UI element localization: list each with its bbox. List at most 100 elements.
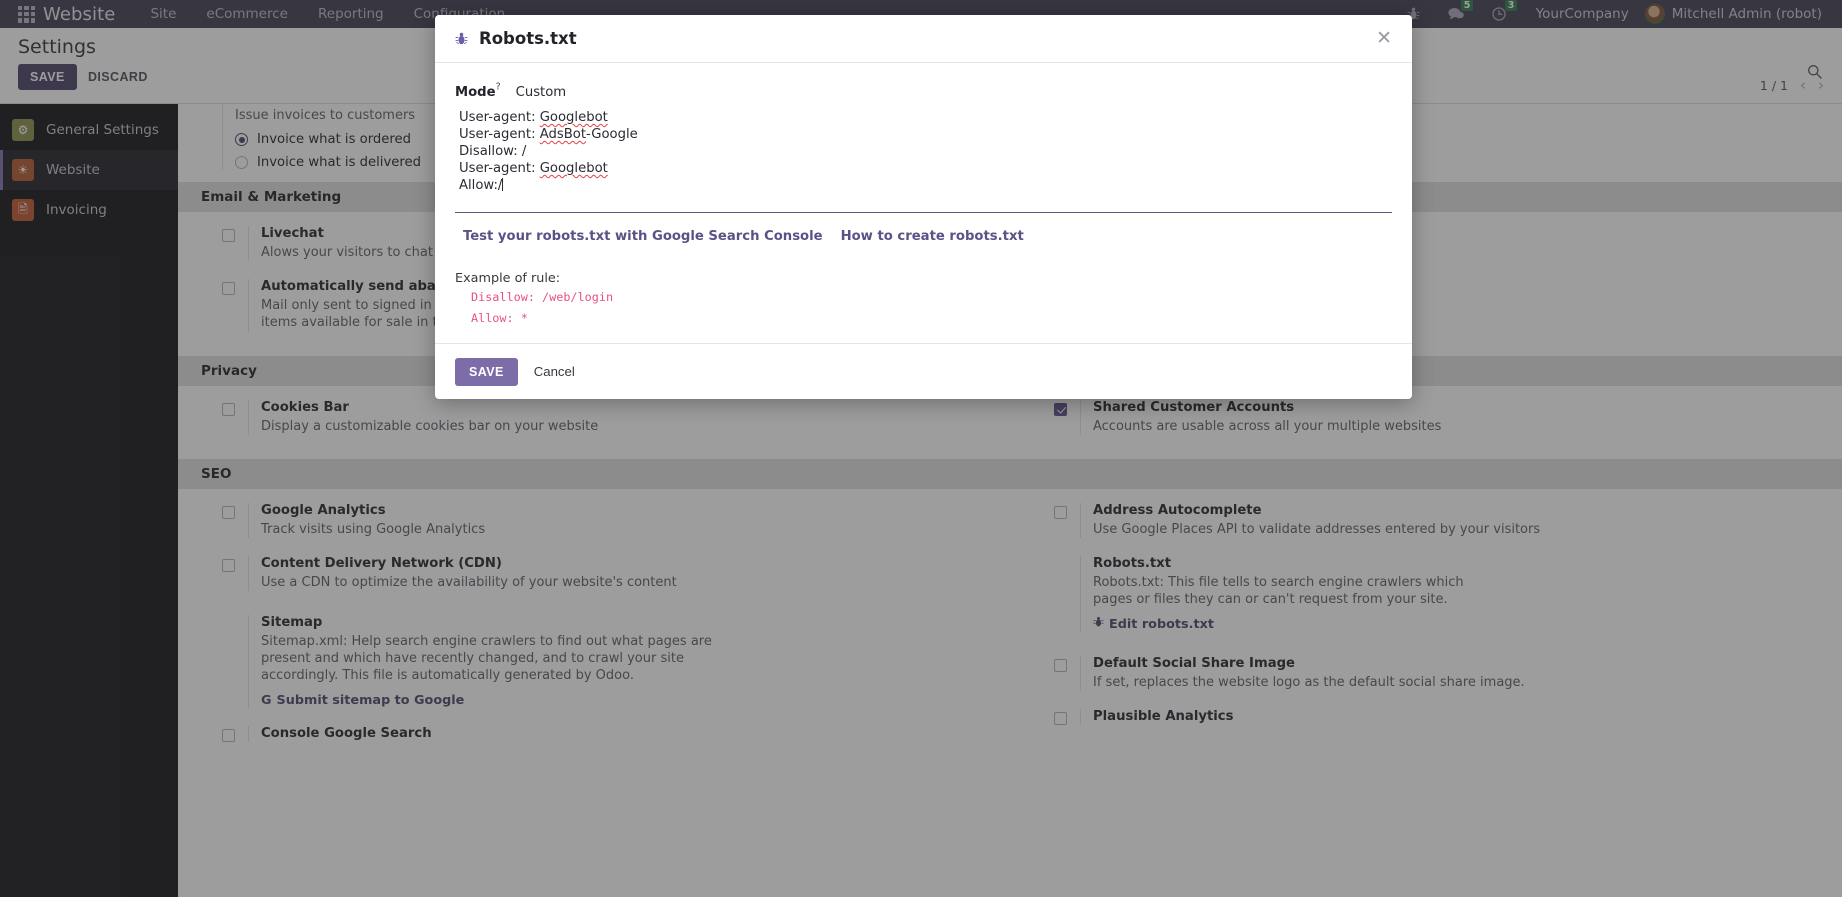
setting-desc: Sitemap.xml: Help search engine crawlers… (261, 634, 712, 684)
test-robots-txt-link[interactable]: Test your robots.txt with Google Search … (463, 229, 823, 244)
edit-robots-txt-link[interactable]: Edit robots.txt (1093, 616, 1214, 632)
example-code-line: Disallow: /web/login (471, 290, 614, 304)
checkbox-cookies-bar[interactable] (222, 402, 235, 416)
textarea-line: User-agent: Googlebot (459, 110, 608, 125)
checkbox-abandoned-checkout[interactable] (222, 282, 235, 296)
company-selector[interactable]: YourCompany (1535, 6, 1629, 22)
setting-desc: Use a CDN to optimize the availability o… (261, 574, 677, 590)
checkbox-livechat[interactable] (222, 229, 235, 243)
textarea-line: User-agent: AdsBot-Google (459, 127, 638, 142)
robots-txt-textarea[interactable]: User-agent: Googlebot User-agent: AdsBot… (455, 109, 1392, 213)
discard-button[interactable]: DISCARD (78, 64, 158, 90)
radio-invoice-ordered[interactable]: Invoice what is ordered (235, 132, 421, 147)
setting-livechat[interactable]: Livechat Alows your visitors to chat wit… (178, 226, 1010, 279)
checkbox-google-analytics[interactable] (222, 505, 235, 519)
robots-txt-dialog: Robots.txt ✕ Mode? Custom User-agent: Go… (435, 15, 1412, 400)
dialog-save-button[interactable]: SAVE (455, 357, 518, 386)
setting-title: Sitemap (261, 615, 323, 631)
helper-links: Test your robots.txt with Google Search … (455, 229, 1392, 244)
mode-value[interactable]: Custom (515, 85, 567, 100)
globe-icon: ☀ (12, 159, 34, 181)
pager-count: 1 / 1 (1759, 78, 1788, 93)
settings-sidebar: ⚙ General Settings ☀ Website 🖹 Invoicing (0, 104, 178, 897)
how-to-create-robots-txt-link[interactable]: How to create robots.txt (840, 229, 1024, 244)
nav-menu-ecommerce[interactable]: eCommerce (206, 6, 288, 22)
link-label: Submit sitemap to Google (276, 692, 465, 708)
chevron-left-icon[interactable]: ‹ (1800, 76, 1806, 94)
clock-icon[interactable]: 3 (1492, 0, 1518, 28)
page-title: Settings (18, 36, 96, 58)
setting-title: Default Social Share Image (1093, 656, 1295, 672)
setting-desc: Display a customizable cookies bar on yo… (261, 418, 599, 434)
setting-cookies-bar[interactable]: Cookies Bar Display a customizable cooki… (178, 399, 1010, 453)
textarea-line: Disallow: / (459, 144, 527, 159)
setting-google-analytics[interactable]: Google Analytics Track visits using Goog… (178, 502, 1010, 556)
setting-title: Cookies Bar (261, 399, 349, 415)
bug-icon (455, 32, 468, 46)
apps-grid-icon[interactable] (18, 5, 35, 23)
setting-title: Plausible Analytics (1093, 709, 1234, 725)
chevron-right-icon[interactable]: › (1818, 76, 1824, 94)
setting-title: Robots.txt (1093, 555, 1171, 571)
avatar[interactable] (1644, 4, 1665, 24)
sidebar-item-invoicing[interactable]: 🖹 Invoicing (0, 190, 178, 230)
dialog-footer: SAVE Cancel (435, 343, 1412, 399)
invoice-icon: 🖹 (12, 199, 34, 221)
checkbox-default-social-share-image[interactable] (1054, 659, 1067, 673)
checkbox-cdn[interactable] (222, 558, 235, 572)
dialog-cancel-button[interactable]: Cancel (524, 357, 585, 386)
user-menu[interactable]: Mitchell Admin (robot) (1671, 6, 1822, 22)
setting-cdn[interactable]: Content Delivery Network (CDN) Use a CDN… (178, 555, 1010, 609)
google-g-icon: G (261, 692, 272, 708)
setting-address-autocomplete[interactable]: Address Autocomplete Use Google Places A… (1010, 502, 1842, 556)
setting-shared-customer-accounts[interactable]: Shared Customer Accounts Accounts are us… (1010, 399, 1842, 453)
section-header-seo: SEO (178, 458, 1842, 489)
mode-label-group: Mode? (455, 81, 501, 100)
setting-desc: If set, replaces the website logo as the… (1093, 675, 1525, 691)
setting-sitemap: Sitemap Sitemap.xml: Help search engine … (178, 609, 1010, 725)
setting-title: Google Analytics (261, 502, 386, 518)
nav-menu-site[interactable]: Site (150, 6, 177, 22)
setting-desc: Accounts are usable across all your mult… (1093, 418, 1442, 434)
sidebar-item-label: Website (46, 162, 100, 178)
gear-icon: ⚙ (12, 119, 34, 141)
dialog-header: Robots.txt ✕ (435, 15, 1412, 63)
setting-console-google-search[interactable]: Console Google Search (178, 725, 1010, 760)
sidebar-item-website[interactable]: ☀ Website (0, 150, 178, 190)
close-icon[interactable]: ✕ (1376, 27, 1392, 49)
setting-desc: Track visits using Google Analytics (261, 521, 486, 537)
textarea-line: Allow:/ (459, 178, 504, 193)
bug-icon (1093, 616, 1104, 632)
brand-website[interactable]: Website (43, 3, 116, 25)
activities-badge: 3 (1504, 0, 1518, 11)
setting-default-social-share-image[interactable]: Default Social Share Image If set, repla… (1010, 650, 1842, 709)
search-icon[interactable] (1807, 64, 1822, 83)
checkbox-address-autocomplete[interactable] (1054, 505, 1067, 519)
submit-sitemap-to-google-link[interactable]: G Submit sitemap to Google (261, 693, 464, 708)
radio-icon[interactable] (235, 133, 248, 147)
radio-label: Invoice what is ordered (257, 132, 412, 148)
invoicing-intro: Issue invoices to customers (235, 108, 416, 123)
messages-icon[interactable]: 5 (1448, 0, 1474, 28)
nav-menu-reporting[interactable]: Reporting (317, 6, 384, 22)
setting-desc: Robots.txt: This file tells to search en… (1093, 574, 1464, 608)
dialog-title: Robots.txt (479, 29, 577, 48)
radio-invoice-delivered[interactable]: Invoice what is delivered (235, 155, 421, 170)
save-button[interactable]: SAVE (18, 64, 77, 90)
setting-title: Shared Customer Accounts (1093, 399, 1295, 415)
setting-robots-txt: Robots.txt Robots.txt: This file tells t… (1010, 555, 1842, 650)
link-label: Edit robots.txt (1109, 616, 1214, 632)
setting-title: Livechat (261, 226, 324, 242)
sidebar-item-general-settings[interactable]: ⚙ General Settings (0, 110, 178, 150)
radio-icon[interactable] (235, 156, 248, 170)
textarea-line: User-agent: Googlebot (459, 161, 608, 176)
navbar-right-group: 5 3 YourCompany Mitchell Admin (robot) (1393, 0, 1832, 28)
setting-plausible-analytics[interactable]: Plausible Analytics (1010, 709, 1842, 743)
setting-desc: Alows your visitors to chat with you (261, 245, 493, 261)
checkbox-shared-customer-accounts[interactable] (1054, 402, 1067, 416)
help-icon[interactable]: ? (495, 81, 501, 93)
mode-row: Mode? Custom (455, 81, 1392, 100)
example-of-rule-label: Example of rule: (455, 271, 561, 286)
checkbox-console-google-search[interactable] (222, 728, 235, 742)
checkbox-plausible-analytics[interactable] (1054, 712, 1067, 726)
